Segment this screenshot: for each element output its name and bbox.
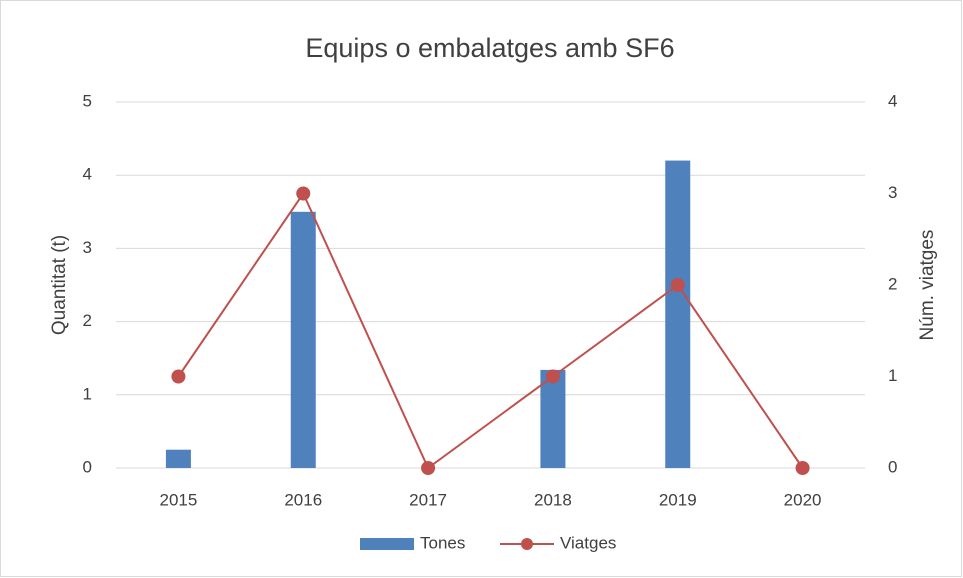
y2-tick-label: 0	[888, 457, 897, 476]
legend-label: Tones	[420, 533, 465, 552]
bar	[665, 160, 691, 468]
x-tick-label: 2017	[409, 490, 447, 509]
x-tick-label: 2015	[160, 490, 198, 509]
marker	[296, 186, 311, 201]
y-tick-label: 2	[83, 311, 92, 330]
y-tick-label: 5	[83, 91, 92, 110]
marker	[421, 461, 436, 475]
y-axis-title: Quantitat (t)	[49, 235, 70, 335]
legend-marker	[521, 538, 533, 550]
y2-tick-label: 1	[888, 366, 897, 385]
y2-tick-label: 2	[888, 274, 897, 293]
y-tick-label: 0	[83, 457, 92, 476]
bar	[165, 449, 191, 468]
legend-label: Viatges	[560, 533, 616, 552]
x-tick-label: 2018	[534, 490, 572, 509]
bar	[290, 211, 316, 469]
marker	[171, 369, 186, 384]
x-tick-label: 2019	[659, 490, 697, 509]
y2-tick-label: 4	[888, 91, 897, 110]
legend-swatch	[360, 538, 414, 550]
x-tick-label: 2020	[784, 490, 822, 509]
marker	[545, 369, 560, 384]
x-tick-label: 2016	[284, 490, 322, 509]
chart-title: Equips o embalatges amb SF6	[305, 33, 674, 63]
y-tick-label: 4	[83, 165, 92, 184]
line	[177, 191, 804, 470]
y-tick-label: 3	[83, 238, 92, 257]
y2-tick-label: 3	[888, 183, 897, 202]
bar	[540, 369, 566, 468]
y2-axis-title: Núm. viatges	[917, 230, 938, 341]
marker	[670, 278, 685, 292]
y-tick-label: 1	[83, 384, 92, 403]
marker	[795, 461, 810, 475]
